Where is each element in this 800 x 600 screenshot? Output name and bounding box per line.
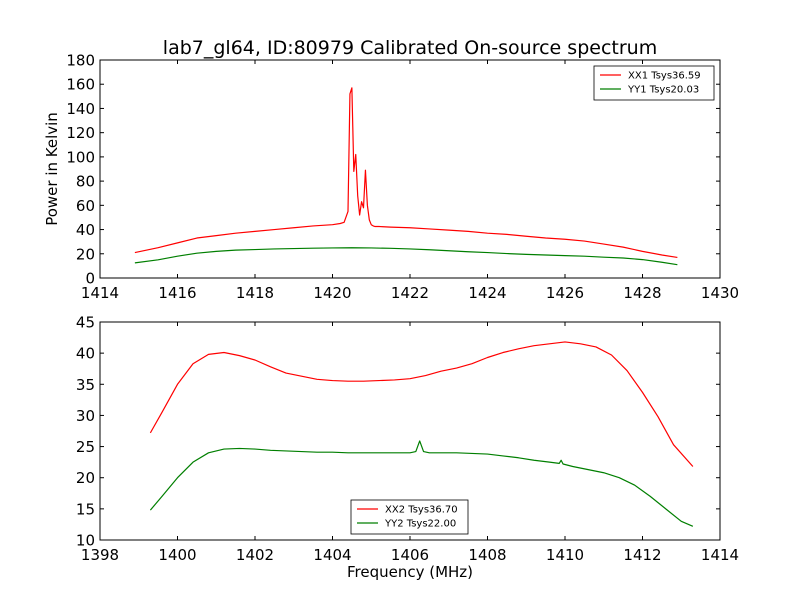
top-y-tick-label: 80 — [76, 173, 95, 191]
legend-label-yy2-tsys22-00: YY2 Tsys22.00 — [384, 519, 456, 530]
bottom-x-tick-label: 1414 — [701, 546, 739, 564]
top-y-tick-label: 20 — [76, 245, 95, 263]
bottom-x-tick-label: 1408 — [468, 546, 506, 564]
bottom-y-tick-label: 10 — [76, 532, 95, 550]
series-line-xx1-tsys36-59 — [134, 87, 678, 259]
bottom-x-tick-label: 1406 — [391, 546, 429, 564]
bottom-plot-frame — [99, 321, 721, 541]
top-x-tick-label: 1420 — [313, 284, 351, 302]
legend-label-xx2-tsys36-70: XX2 Tsys36.70 — [385, 505, 458, 516]
series-line-yy2-tsys22-00 — [149, 440, 694, 527]
bottom-x-tick-label: 1400 — [158, 546, 196, 564]
top-y-tick-label: 180 — [66, 52, 95, 70]
bottom-spectrum-panel: 1398 1400 1402 1404 1406 1408 1410 1412 1414 10 15… — [76, 314, 739, 582]
top-series-layer — [134, 87, 678, 266]
top-x-tick-label: 1424 — [468, 284, 506, 302]
bottom-y-tick-label: 45 — [76, 314, 95, 332]
bottom-y-tick-label: 15 — [76, 500, 95, 518]
top-x-tick-label: 1426 — [546, 284, 584, 302]
top-y-tick-label: 160 — [66, 76, 95, 94]
top-y-axis-label: Power in Kelvin — [43, 112, 61, 226]
bottom-y-tick-label: 40 — [76, 345, 95, 363]
top-spectrum-panel: 1414 1416 1418 1420 1422 1424 1426 1428 1430 0 20 4… — [43, 52, 739, 303]
bottom-y-tick-label: 25 — [76, 438, 95, 456]
top-x-tick-label: 1428 — [623, 284, 661, 302]
bottom-y-tick-label: 20 — [76, 469, 95, 487]
top-y-tick-label: 60 — [76, 197, 95, 215]
top-x-tick-label: 1430 — [701, 284, 739, 302]
top-y-tick-label: 140 — [66, 100, 95, 118]
bottom-legend: XX2 Tsys36.70 YY2 Tsys22.00 — [350, 499, 469, 535]
top-y-tick-label: 120 — [66, 124, 95, 142]
top-x-tick-label: 1422 — [391, 284, 429, 302]
legend-label-yy1-tsys20-03: YY1 Tsys20.03 — [627, 85, 699, 96]
top-legend-box — [593, 65, 715, 101]
top-x-tick-label: 1414 — [81, 284, 119, 302]
top-y-tick-label: 40 — [76, 221, 95, 239]
series-line-yy1-tsys20-03 — [134, 247, 678, 266]
figure-title: lab7_gl64, ID:80979 Calibrated On-source… — [163, 37, 657, 59]
bottom-y-tick-label: 30 — [76, 407, 95, 425]
top-y-tick-label: 100 — [66, 148, 95, 166]
bottom-legend-box — [350, 499, 469, 535]
series-line-xx2-tsys36-70 — [149, 341, 694, 467]
top-plot-frame — [99, 59, 721, 279]
bottom-tick-layer: 1398 1400 1402 1404 1406 1408 1410 1412 1414 10 15… — [76, 314, 739, 565]
bottom-x-tick-label: 1412 — [623, 546, 661, 564]
top-x-tick-label: 1418 — [236, 284, 274, 302]
bottom-series-layer — [149, 341, 694, 527]
bottom-x-tick-label: 1410 — [546, 546, 584, 564]
top-y-tick-label: 0 — [85, 270, 95, 288]
top-legend: XX1 Tsys36.59 YY1 Tsys20.03 — [593, 65, 715, 101]
top-tick-layer: 1414 1416 1418 1420 1422 1424 1426 1428 1430 0 20 4… — [66, 52, 739, 303]
bottom-y-tick-label: 35 — [76, 376, 95, 394]
bottom-x-tick-label: 1398 — [81, 546, 119, 564]
legend-label-xx1-tsys36-59: XX1 Tsys36.59 — [628, 71, 701, 82]
bottom-x-axis-label: Frequency (MHz) — [347, 563, 473, 581]
top-x-tick-label: 1416 — [158, 284, 196, 302]
bottom-x-tick-label: 1402 — [236, 546, 274, 564]
bottom-x-tick-label: 1404 — [313, 546, 351, 564]
